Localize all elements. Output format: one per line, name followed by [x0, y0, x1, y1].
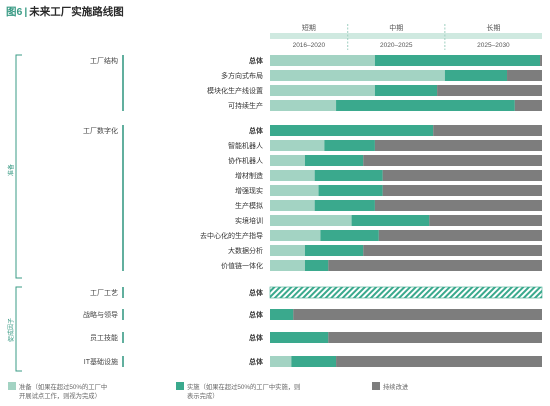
figure-title-text: 未来工厂实施路线图	[29, 6, 124, 18]
row-label-2-10: 价值链一体化	[221, 261, 263, 270]
bar-2-2-seg2	[324, 140, 375, 151]
bar-2-2-seg1	[270, 140, 325, 151]
row-label-2-1: 总体	[249, 126, 264, 135]
bar-hatched-3-1	[269, 286, 543, 299]
row-label-2-9: 大数据分析	[228, 246, 263, 255]
bar-2-5-seg1	[270, 185, 319, 196]
figure-number: 图6	[6, 6, 23, 18]
row-label-1-1: 总体	[249, 56, 264, 65]
legend-text-1-line2: 开展试点工作，则视为完成）	[19, 391, 101, 400]
group-label-3: 工厂工艺	[90, 289, 118, 297]
legend-text-2-line1: 实施（如果在超过50%的工厂中实施，则	[187, 382, 300, 391]
phase-range-1: 2016–2020	[293, 42, 326, 49]
side-bracket-enablers	[15, 286, 22, 372]
bar-2-2-seg3	[374, 140, 542, 151]
bar-2-5-seg2	[318, 185, 383, 196]
bar-1-2-seg3	[507, 70, 542, 81]
row-label-2-3: 协作机器人	[228, 156, 263, 165]
row-label-2-6: 生产模拟	[235, 201, 263, 210]
row-label-2-7: 实境培训	[235, 216, 263, 225]
bar-1-3-seg1	[270, 85, 375, 96]
bar-2-6-seg2	[314, 200, 375, 211]
figure-title: 图6 | 未来工厂实施路线图	[6, 4, 124, 19]
legend-swatch-2	[176, 382, 184, 390]
row-label-3-1: 总体	[249, 288, 264, 297]
bar-2-4-seg2	[314, 170, 383, 181]
bar-2-8-seg2	[320, 230, 379, 241]
phase-name-2: 中期	[389, 23, 403, 32]
legend-text-2-line2: 表示完成）	[187, 391, 218, 400]
bar-2-10-seg1	[270, 260, 305, 271]
phase-name-1: 短期	[302, 23, 316, 32]
bar-6-1-seg1	[270, 356, 292, 367]
bar-2-9-seg1	[270, 245, 305, 256]
bar-2-8-seg1	[270, 230, 321, 241]
group-label-4: 战略与领导	[83, 310, 118, 319]
bar-2-10-seg2	[304, 260, 329, 271]
bar-2-3-seg3	[363, 155, 542, 166]
row-label-2-5: 增强现实	[235, 186, 263, 195]
phase-band-1	[270, 33, 348, 39]
bar-1-3-seg3	[437, 85, 542, 96]
bar-2-9-seg3	[363, 245, 542, 256]
side-label-1: 准备	[7, 164, 15, 176]
row-label-2-4: 增材制造	[235, 171, 263, 180]
phase-band-2	[347, 33, 445, 39]
group-label-6: IT基础设施	[84, 357, 118, 366]
row-label-5-1: 总体	[249, 333, 264, 342]
group-label-5: 员工技能	[90, 333, 118, 342]
bar-1-1-seg3	[540, 55, 542, 66]
side-label-2: 促成因子	[7, 318, 15, 342]
bar-4-1-seg2	[270, 309, 294, 320]
bar-2-10-seg3	[328, 260, 542, 271]
bar-4-1-seg3	[293, 309, 542, 320]
bar-2-9-seg2	[304, 245, 364, 256]
bar-5-1-seg3	[328, 332, 542, 343]
bar-2-7-seg1	[270, 215, 352, 226]
bar-2-4-seg3	[382, 170, 542, 181]
bar-1-4-seg3	[514, 100, 542, 111]
row-label-2-2: 智能机器人	[228, 141, 263, 150]
bar-2-4-seg1	[270, 170, 315, 181]
phase-range-2: 2020–2025	[380, 42, 413, 49]
row-label-1-2: 多方向式布局	[221, 71, 263, 80]
bar-2-8-seg3	[378, 230, 542, 241]
phase-band-3	[444, 33, 542, 39]
bar-1-4-seg2	[336, 100, 515, 111]
bar-2-7-seg3	[429, 215, 542, 226]
row-label-6-1: 总体	[249, 357, 264, 366]
figure-separator: |	[24, 6, 28, 18]
bar-2-1-seg2	[270, 125, 434, 136]
bar-1-2-seg1	[270, 70, 445, 81]
bar-2-6-seg1	[270, 200, 315, 211]
bar-6-1-seg3	[336, 356, 542, 367]
legend-swatch-1	[8, 382, 16, 390]
legend-text-1-line1: 准备（如果在超过50%的工厂中	[19, 382, 107, 391]
phase-range-3: 2025–2030	[477, 42, 510, 49]
bar-2-6-seg3	[374, 200, 542, 211]
bar-2-3-seg1	[270, 155, 305, 166]
side-bracket-prep	[15, 54, 22, 279]
bar-1-2-seg2	[444, 70, 508, 81]
row-label-2-8: 去中心化的生产指导	[200, 231, 263, 240]
bar-1-3-seg2	[374, 85, 438, 96]
row-label-4-1: 总体	[249, 310, 264, 319]
phase-name-3: 长期	[486, 23, 500, 32]
group-label-1: 工厂结构	[90, 56, 118, 65]
bar-6-1-seg2	[291, 356, 337, 367]
bar-2-3-seg2	[304, 155, 364, 166]
bar-2-5-seg3	[382, 185, 542, 196]
bar-2-7-seg2	[351, 215, 430, 226]
bar-1-4-seg1	[270, 100, 337, 111]
bar-1-1-seg1	[270, 55, 375, 66]
bar-2-1-seg3	[433, 125, 542, 136]
legend-text-3-line1: 持续改进	[383, 382, 409, 391]
bar-5-1-seg2	[270, 332, 329, 343]
row-label-1-3: 模块化生产线设置	[207, 86, 263, 95]
legend-swatch-3	[372, 382, 380, 390]
bar-1-1-seg2	[374, 55, 541, 66]
row-label-1-4: 可持续生产	[228, 101, 263, 110]
group-label-2: 工厂数字化	[83, 126, 118, 135]
